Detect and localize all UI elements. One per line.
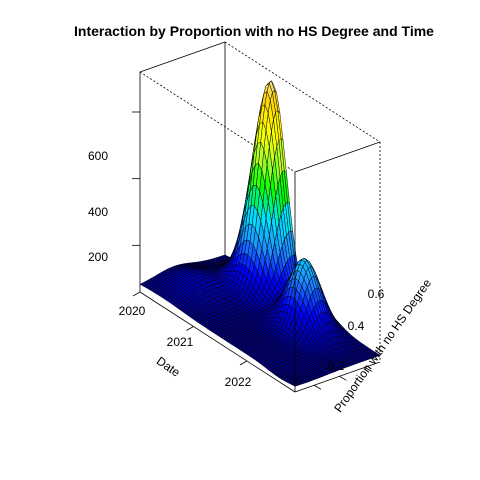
x-tick-label: 2022 xyxy=(225,375,252,389)
box-edge xyxy=(294,361,381,393)
z-tick-label: 400 xyxy=(88,205,108,219)
y-tick-label: 0.2 xyxy=(328,359,345,373)
y-tick-label: 0.4 xyxy=(348,319,365,333)
z-tick-label: 600 xyxy=(88,149,108,163)
box-edge xyxy=(139,41,226,73)
z-tick-label: 200 xyxy=(88,250,108,264)
y-tick xyxy=(313,384,322,390)
y-tick-label: 0.6 xyxy=(368,287,385,301)
chart-title: Interaction by Proportion with no HS Deg… xyxy=(74,23,434,39)
x-tick xyxy=(186,326,194,331)
box-edge-back xyxy=(224,41,381,143)
x-tick xyxy=(132,291,141,297)
x-tick xyxy=(239,360,248,366)
x-tick-label: 2020 xyxy=(119,304,146,318)
surface-facet xyxy=(291,383,298,387)
x-tick-label: 2021 xyxy=(167,335,194,349)
box-edge xyxy=(294,141,381,173)
z-axis: 600 400 200 xyxy=(88,111,140,264)
x-axis-label: Date xyxy=(154,354,183,380)
front-box xyxy=(139,72,381,393)
y-tick xyxy=(339,375,347,381)
box-edge xyxy=(139,291,296,393)
surface-mesh xyxy=(139,80,381,387)
y-tick xyxy=(364,367,372,372)
